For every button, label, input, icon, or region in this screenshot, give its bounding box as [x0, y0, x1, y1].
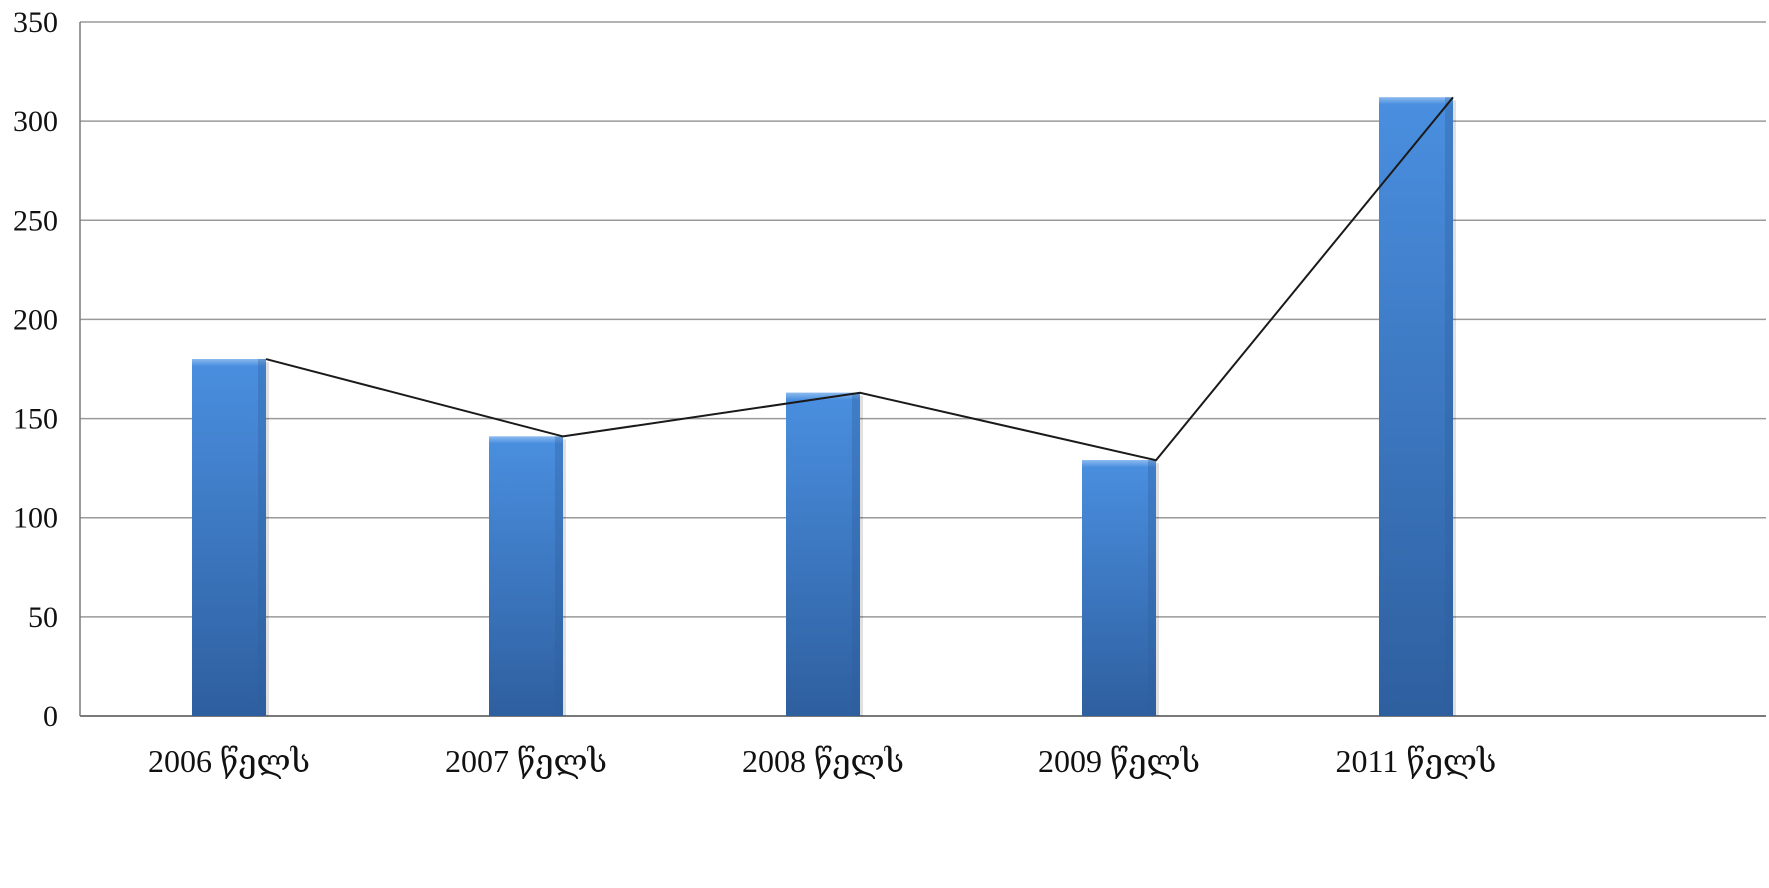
bars: [192, 97, 1456, 716]
x-category-label: 2007 წელს: [445, 743, 607, 779]
bar-top-highlight: [192, 359, 266, 367]
bar-body: [1379, 97, 1453, 716]
bar-top-highlight: [1082, 460, 1156, 468]
trend-line-path: [265, 96, 1454, 462]
bar: [489, 436, 566, 716]
y-tick-label: 150: [13, 403, 58, 436]
x-category-label: 2006 წელს: [148, 743, 310, 779]
trend-line: [265, 96, 1454, 462]
bar-body: [786, 392, 860, 716]
bar-side-shade: [258, 359, 266, 716]
y-tick-label: 300: [13, 105, 58, 138]
bar-body: [1082, 460, 1156, 716]
bar: [1379, 97, 1456, 716]
y-tick-label: 200: [13, 303, 58, 336]
x-category-label: 2008 წელს: [742, 743, 904, 779]
x-category-label: 2009 წელს: [1038, 743, 1200, 779]
bar-side-shade: [852, 392, 860, 716]
y-tick-label: 250: [13, 204, 58, 237]
x-category-label: 2011 წელს: [1336, 743, 1497, 779]
bar-top-highlight: [1379, 97, 1453, 105]
bar: [1082, 460, 1159, 716]
y-tick-label: 350: [13, 6, 58, 39]
y-tick-label: 100: [13, 502, 58, 535]
bar-side-shade: [555, 436, 563, 716]
bar-top-highlight: [786, 392, 860, 400]
bar: [192, 359, 269, 716]
gridlines: [80, 21, 1766, 717]
bar-side-shade: [1445, 97, 1453, 716]
bar-top-highlight: [489, 436, 563, 444]
category-labels: 2006 წელს 2007 წელს 2008 წელს 2009 წელს 2011…: [148, 743, 1497, 779]
y-axis: 0 50 100 150 200 250 300 350: [13, 6, 81, 733]
bar-body: [192, 359, 266, 716]
y-tick-label: 50: [28, 601, 58, 634]
bar-body: [489, 436, 563, 716]
bar-side-shade: [1148, 460, 1156, 716]
bar: [786, 392, 863, 716]
y-tick-label: 0: [43, 700, 58, 733]
